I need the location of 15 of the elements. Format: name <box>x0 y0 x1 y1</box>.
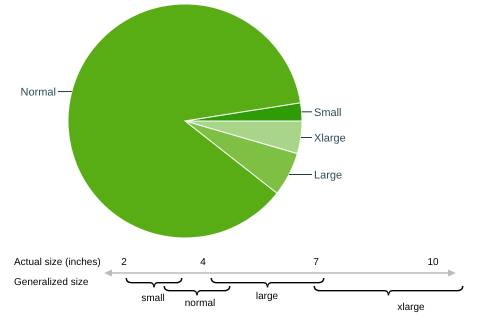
text: 4 <box>200 257 206 268</box>
text: xlarge <box>397 302 426 313</box>
text: 7 <box>313 257 320 268</box>
text: 10 <box>427 257 439 268</box>
slice-label: Xlarge <box>314 132 346 144</box>
slice-label: Normal <box>20 86 56 99</box>
text: Generalized size <box>14 277 89 288</box>
text: 2 <box>121 257 128 268</box>
slice-label: Large <box>314 169 342 182</box>
text: large <box>256 291 279 302</box>
text: Actual size (inches) <box>14 257 101 268</box>
text: normal <box>184 298 216 309</box>
text: small <box>141 293 165 304</box>
pie-slice <box>68 4 302 238</box>
slice-label: Small <box>314 106 342 119</box>
